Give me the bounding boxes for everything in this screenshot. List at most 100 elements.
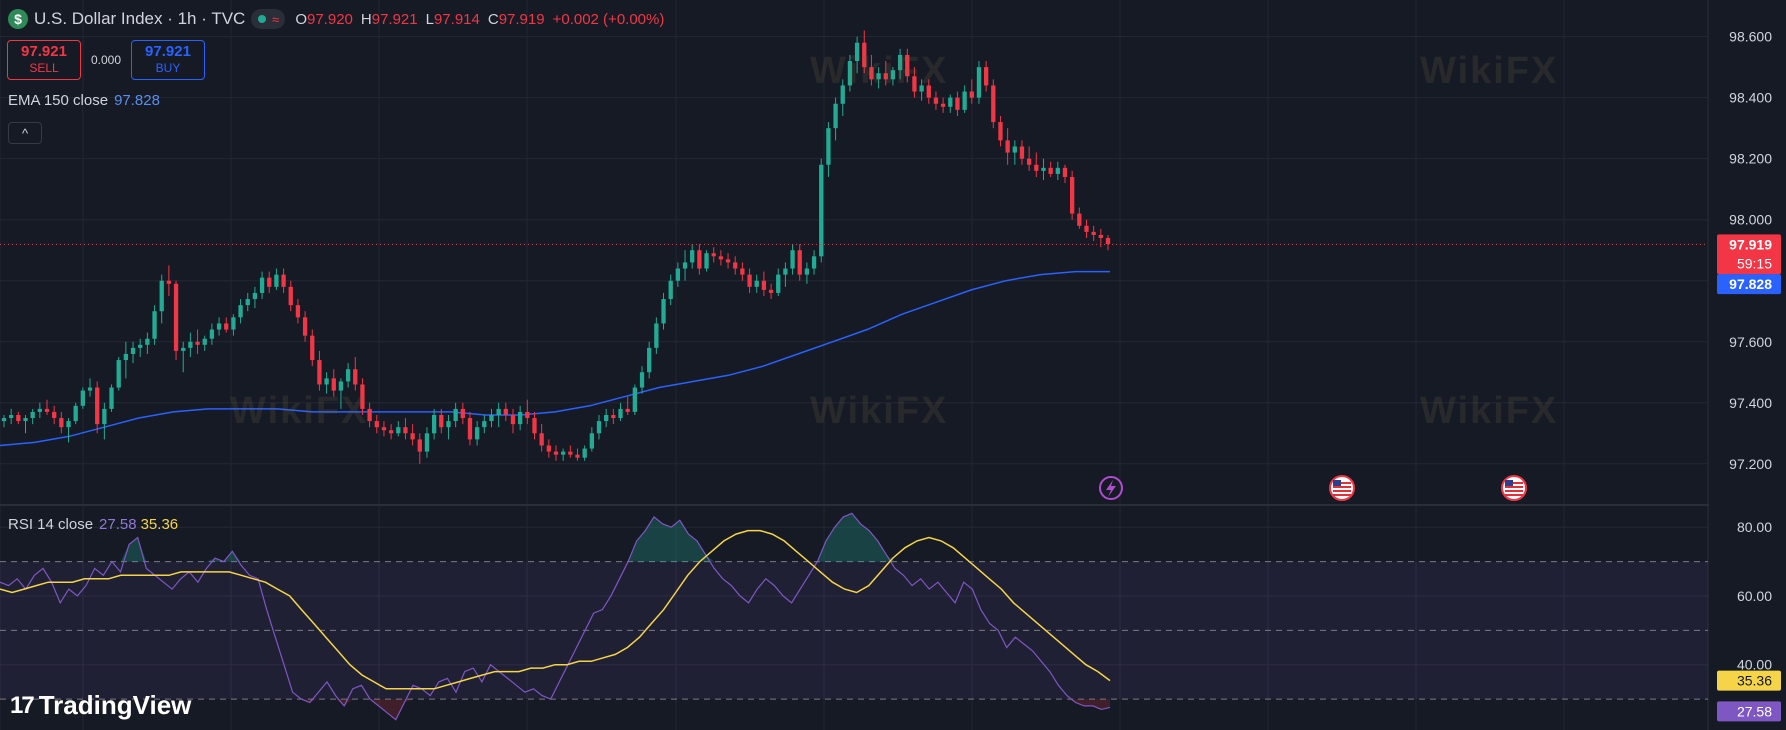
ema-value: 97.828 [114, 92, 160, 109]
candle [740, 268, 745, 275]
candle [59, 418, 64, 428]
candle [80, 390, 86, 406]
candles [0, 30, 1708, 464]
wave-icon: ≈ [271, 11, 280, 27]
candle [510, 414, 516, 425]
candle [625, 408, 630, 412]
candle [998, 122, 1003, 141]
price-tick-label: 98.200 [1729, 151, 1772, 167]
candle [374, 421, 379, 428]
candle [1105, 238, 1111, 245]
candle [575, 454, 580, 458]
price-axis[interactable]: 98.600 98.400 98.200 98.000 97.600 97.400 97.2… [1709, 0, 1786, 730]
candle [37, 408, 42, 412]
candle [302, 317, 308, 336]
candle [568, 451, 573, 455]
candle [281, 274, 286, 287]
candle [138, 344, 143, 348]
candle [826, 128, 831, 165]
ema-badge [1717, 274, 1781, 295]
rsi-legend[interactable]: RSI 14 close 27.58 35.36 [8, 516, 178, 533]
candle [338, 381, 344, 391]
us-flag-stripe [1505, 486, 1523, 488]
candle [431, 414, 437, 434]
candle [224, 323, 229, 330]
candle [231, 317, 236, 330]
collapse-legend-button[interactable]: ^ [8, 122, 42, 144]
candle [525, 411, 530, 419]
last-price-label: 97.919 [1729, 236, 1772, 252]
candle [388, 430, 394, 434]
rsi-ma-badge [1717, 670, 1781, 691]
symbol-title[interactable]: U.S. Dollar Index · 1h · TVC [34, 9, 246, 28]
candle [1019, 146, 1025, 159]
candle [854, 42, 860, 62]
candle [833, 103, 838, 129]
candle [130, 347, 136, 354]
candle [403, 427, 408, 434]
lightning-icon [1099, 476, 1123, 500]
candle [446, 421, 451, 428]
candle [962, 91, 967, 110]
candle [890, 70, 896, 80]
candle [532, 418, 537, 434]
candle [209, 329, 215, 339]
dollar-icon[interactable]: $ [8, 9, 28, 29]
candle [453, 408, 458, 422]
market-status[interactable]: ≈ [251, 9, 286, 29]
candle [539, 433, 544, 446]
candle [381, 427, 387, 431]
high-value: 97.921 [371, 10, 418, 28]
candle [869, 67, 874, 80]
countdown-label: 59:15 [1737, 255, 1772, 271]
us-flag-stripe [1505, 494, 1523, 496]
us-flag-stripe [1333, 490, 1351, 492]
chevron-up-icon: ^ [21, 125, 29, 141]
candle [216, 323, 222, 330]
candle [181, 347, 186, 351]
candle [733, 262, 738, 269]
candle [1055, 167, 1060, 174]
candle [245, 299, 250, 306]
candle [926, 85, 931, 98]
buy-button[interactable]: 97.921 BUY [131, 40, 205, 80]
candle [668, 280, 673, 300]
rsi-pane [0, 512, 1708, 721]
price-tick-label: 97.400 [1729, 395, 1772, 411]
tradingview-logo-icon: 17 [10, 691, 35, 719]
last-price-badge [1717, 234, 1781, 275]
tradingview-logo[interactable]: 17 TradingView [10, 690, 191, 721]
watermark: WikiFX [810, 50, 949, 92]
candle [675, 268, 681, 281]
ema-legend[interactable]: EMA 150 close 97.828 [8, 92, 160, 109]
candle [259, 277, 265, 293]
close-value: 97.919 [498, 10, 545, 28]
candle [417, 439, 422, 452]
candle [166, 280, 172, 284]
sell-button[interactable]: 97.921 SELL [7, 40, 81, 80]
candle [95, 387, 100, 425]
candle [991, 85, 996, 123]
candle [876, 73, 881, 80]
candle [589, 433, 594, 449]
candle [503, 408, 508, 415]
candle [1077, 213, 1082, 226]
candle [1084, 225, 1089, 232]
candle [725, 259, 731, 263]
candle [460, 408, 465, 419]
candle [754, 280, 759, 287]
candle [690, 250, 695, 263]
candle [331, 378, 336, 391]
candle [983, 67, 989, 86]
candle [783, 268, 788, 275]
lightning-icon-bolt [1106, 480, 1116, 497]
candle [768, 289, 774, 293]
candle [1012, 146, 1017, 153]
candle [188, 341, 193, 348]
candle [496, 408, 501, 415]
candle [295, 305, 301, 318]
candle [761, 280, 767, 290]
price-tick-label: 97.600 [1729, 334, 1772, 350]
